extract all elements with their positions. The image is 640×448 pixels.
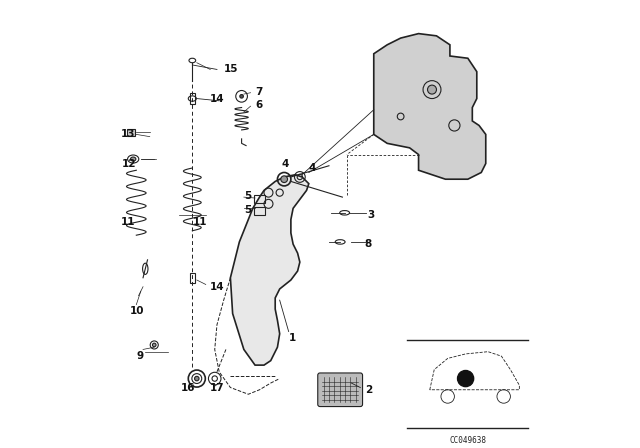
Text: 14: 14 [210, 94, 225, 103]
Ellipse shape [240, 95, 243, 98]
Ellipse shape [281, 176, 287, 183]
Text: 4: 4 [309, 163, 316, 173]
Text: 12: 12 [122, 159, 136, 168]
FancyBboxPatch shape [317, 373, 362, 407]
Text: 8: 8 [365, 239, 372, 249]
Ellipse shape [428, 85, 436, 94]
Text: 13: 13 [121, 129, 135, 139]
Text: 11: 11 [121, 217, 135, 227]
Text: 7: 7 [255, 87, 262, 97]
Bar [189, 273, 195, 283]
Text: 1: 1 [289, 333, 296, 343]
Text: 14: 14 [210, 282, 225, 292]
Text: 10: 10 [130, 306, 144, 316]
Bar [127, 129, 135, 136]
Ellipse shape [195, 376, 199, 381]
Bar [254, 207, 265, 215]
Text: 3: 3 [367, 210, 374, 220]
Text: 5: 5 [244, 205, 251, 215]
Bar [189, 93, 195, 104]
Text: 17: 17 [210, 383, 225, 392]
Text: 11: 11 [192, 217, 207, 227]
Text: 5: 5 [244, 191, 251, 201]
Text: 15: 15 [224, 65, 238, 74]
PathPatch shape [230, 175, 309, 365]
Text: 16: 16 [181, 383, 196, 392]
Text: 9: 9 [136, 351, 143, 361]
Text: 4: 4 [282, 159, 289, 168]
Text: 6: 6 [255, 100, 262, 110]
Bar [254, 195, 265, 203]
Circle shape [458, 370, 474, 387]
Ellipse shape [131, 157, 136, 161]
Text: 2: 2 [365, 385, 372, 395]
Ellipse shape [152, 343, 156, 347]
Text: CC049638: CC049638 [449, 436, 486, 445]
PathPatch shape [374, 34, 486, 179]
